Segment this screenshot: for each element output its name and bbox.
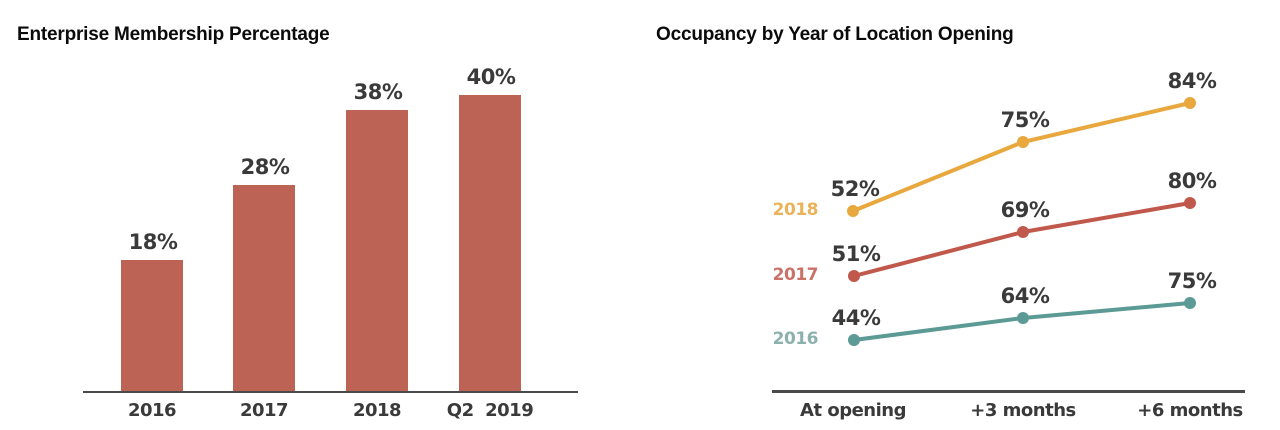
data-point-2018-2	[1184, 97, 1196, 109]
bar-chart-x-axis	[83, 391, 578, 393]
bar-2016	[121, 260, 183, 392]
bar-axis-label: 2018	[352, 400, 402, 421]
point-value-label: 64%	[1000, 284, 1050, 308]
data-point-2018-1	[1017, 136, 1029, 148]
bar-axis-label: Q2 2019	[446, 400, 534, 421]
bar-value-label: 28%	[240, 155, 290, 179]
line-chart-x-axis	[772, 390, 1245, 393]
point-value-label: 84%	[1167, 69, 1217, 93]
data-point-2016-1	[1017, 312, 1029, 324]
bar-2018	[346, 110, 408, 392]
bar-value-label: 18%	[128, 230, 178, 254]
data-point-2017-2	[1184, 197, 1196, 209]
series-name-label-2017: 2017	[772, 265, 819, 285]
line-chart-x-label: +3 months	[970, 400, 1076, 421]
data-point-2016-0	[848, 334, 860, 346]
bar-value-label: 38%	[353, 80, 403, 104]
bar-value-label: 40%	[466, 65, 516, 89]
line-chart-x-label: +6 months	[1137, 400, 1243, 421]
line-chart-title: Occupancy by Year of Location Opening	[656, 24, 1014, 45]
series-name-label-2018: 2018	[772, 200, 819, 220]
bar-Q2-2019	[459, 95, 521, 392]
point-value-label: 75%	[1167, 269, 1217, 293]
point-value-label: 69%	[1000, 198, 1050, 222]
point-value-label: 80%	[1167, 169, 1217, 193]
bar-2017	[233, 185, 295, 392]
bar-axis-label: 2017	[239, 400, 289, 421]
point-value-label: 75%	[1000, 108, 1050, 132]
bar-axis-label: 2016	[127, 400, 177, 421]
point-value-label: 51%	[831, 242, 881, 266]
bar-chart-title: Enterprise Membership Percentage	[17, 24, 330, 45]
point-value-label: 44%	[831, 306, 881, 330]
point-value-label: 52%	[830, 177, 880, 201]
series-name-label-2016: 2016	[772, 329, 819, 349]
data-point-2017-1	[1017, 226, 1029, 238]
data-point-2018-0	[847, 205, 859, 217]
data-point-2016-2	[1184, 297, 1196, 309]
line-chart-x-label: At opening	[800, 400, 906, 421]
data-point-2017-0	[848, 270, 860, 282]
